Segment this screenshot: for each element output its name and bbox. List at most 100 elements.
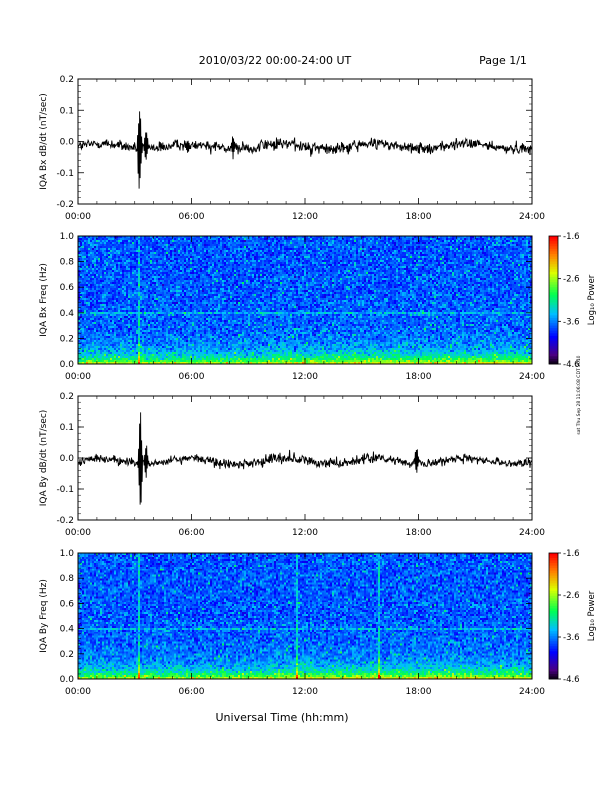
spectrogram-cell — [350, 248, 353, 251]
spectrogram-cell — [210, 236, 213, 239]
spectrogram-cell — [520, 242, 523, 245]
spectrogram-cell — [460, 240, 463, 243]
spectrogram-cell — [250, 252, 253, 255]
spectrogram-cell — [150, 266, 153, 269]
spectrogram-cell — [114, 274, 117, 277]
spectrogram-cell — [278, 238, 281, 241]
spectrogram-cell — [184, 260, 187, 263]
spectrogram-cell — [474, 250, 477, 253]
spectrogram-cell — [120, 274, 123, 277]
spectrogram-cell — [308, 252, 311, 255]
spectrogram-cell — [448, 250, 451, 253]
spectrogram-cell — [466, 248, 469, 251]
spectrogram-cell — [504, 248, 507, 251]
spectrogram-cell — [266, 266, 269, 269]
spectrogram-cell — [386, 240, 389, 243]
spectrogram-cell — [134, 272, 137, 275]
spectrogram-cell — [424, 256, 427, 259]
spectrogram-cell — [252, 278, 255, 281]
spectrogram-cell — [120, 278, 123, 281]
spectrogram-cell — [112, 278, 115, 281]
spectrogram-cell — [372, 262, 375, 265]
spectrogram-cell — [150, 276, 153, 279]
spectrogram-cell — [300, 238, 303, 241]
spectrogram-cell — [122, 276, 125, 279]
spectrogram-cell — [138, 278, 141, 281]
spectrogram-cell — [258, 274, 261, 277]
spectrogram-cell — [318, 242, 321, 245]
spectrogram-cell — [164, 260, 167, 263]
spectrogram-cell — [98, 278, 101, 281]
spectrogram-cell — [128, 240, 131, 243]
spectrogram-cell — [310, 260, 313, 263]
spectrogram-cell — [434, 262, 437, 265]
spectrogram-cell — [250, 266, 253, 269]
spectrogram-cell — [134, 276, 137, 279]
spectrogram-cell — [206, 240, 209, 243]
spectrogram-cell — [368, 244, 371, 247]
spectrogram-cell — [292, 246, 295, 249]
spectrogram-cell — [232, 278, 235, 281]
spectrogram-cell — [520, 274, 523, 277]
spectrogram-cell — [316, 274, 319, 277]
spectrogram-cell — [430, 256, 433, 259]
spectrogram-cell — [358, 240, 361, 243]
spectrogram-cell — [352, 270, 355, 273]
spectrogram-cell — [312, 236, 315, 239]
spectrogram-cell — [468, 252, 471, 255]
spectrogram-cell — [488, 250, 491, 253]
spectrogram-cell — [394, 268, 397, 271]
spectrogram-cell — [278, 254, 281, 257]
spectrogram-cell — [234, 266, 237, 269]
spectrogram-cell — [354, 256, 357, 259]
spectrogram-cell — [390, 250, 393, 253]
spectrogram-cell — [154, 270, 157, 273]
spectrogram-cell — [348, 258, 351, 261]
spectrogram-cell — [350, 254, 353, 257]
spectrogram-cell — [204, 236, 207, 239]
spectrogram-cell — [230, 276, 233, 279]
spectrogram-cell — [402, 238, 405, 241]
spectrogram-cell — [480, 260, 483, 263]
spectrogram-cell — [514, 276, 517, 279]
spectrogram-cell — [418, 274, 421, 277]
spectrogram-cell — [182, 240, 185, 243]
spectrogram-cell — [156, 242, 159, 245]
spectrogram-cell — [176, 244, 179, 247]
spectrogram-cell — [482, 262, 485, 265]
spectrogram-cell — [528, 260, 531, 263]
spectrogram-cell — [148, 270, 151, 273]
spectrogram-cell — [298, 268, 301, 271]
spectrogram-cell — [526, 256, 529, 259]
spectrogram-cell — [506, 238, 509, 241]
spectrogram-cell — [260, 260, 263, 263]
spectrogram-cell — [504, 252, 507, 255]
spectrogram-cell — [334, 248, 337, 251]
spectrogram-cell — [88, 240, 91, 243]
spectrogram-cell — [78, 246, 81, 249]
spectrogram-cell — [296, 270, 299, 273]
spectrogram-cell — [492, 270, 495, 273]
spectrogram-cell — [274, 254, 277, 257]
spectrogram-cell — [302, 276, 305, 279]
spectrogram-cell — [294, 274, 297, 277]
spectrogram-cell — [270, 264, 273, 267]
spectrogram-cell — [208, 252, 211, 255]
spectrogram-cell — [416, 258, 419, 261]
spectrogram-cell — [350, 238, 353, 241]
spectrogram-cell — [234, 260, 237, 263]
spectrogram-cell — [504, 274, 507, 277]
spectrogram-cell — [78, 260, 81, 263]
spectrogram-cell — [354, 248, 357, 251]
spectrogram-cell — [186, 258, 189, 261]
spectrogram-cell — [210, 248, 213, 251]
spectrogram-cell — [184, 254, 187, 257]
spectrogram-cell — [310, 270, 313, 273]
spectrogram-cell — [308, 260, 311, 263]
spectrogram-cell — [88, 258, 91, 261]
spectrogram-cell — [176, 264, 179, 267]
spectrogram-cell — [188, 278, 191, 281]
spectrogram-cell — [230, 260, 233, 263]
spectrogram-cell — [222, 250, 225, 253]
spectrogram-cell — [402, 242, 405, 245]
